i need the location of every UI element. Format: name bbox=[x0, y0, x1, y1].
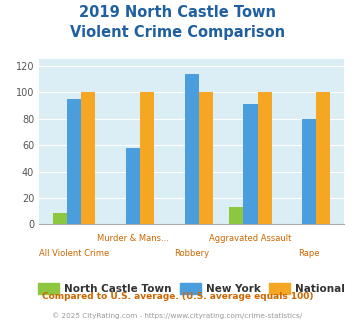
Legend: North Castle Town, New York, National: North Castle Town, New York, National bbox=[34, 279, 349, 298]
Bar bbox=[185, 74, 199, 224]
Text: Compared to U.S. average. (U.S. average equals 100): Compared to U.S. average. (U.S. average … bbox=[42, 292, 313, 301]
Bar bbox=[302, 119, 316, 224]
Text: All Violent Crime: All Violent Crime bbox=[39, 249, 109, 258]
Bar bbox=[316, 92, 331, 224]
Bar bbox=[67, 99, 81, 224]
Bar bbox=[140, 92, 154, 224]
Bar bbox=[81, 92, 95, 224]
Bar bbox=[244, 104, 258, 224]
Text: 2019 North Castle Town: 2019 North Castle Town bbox=[79, 5, 276, 20]
Text: Rape: Rape bbox=[299, 249, 320, 258]
Bar bbox=[229, 207, 244, 224]
Bar bbox=[258, 92, 272, 224]
Bar bbox=[53, 213, 67, 224]
Bar bbox=[199, 92, 213, 224]
Text: Aggravated Assault: Aggravated Assault bbox=[209, 234, 292, 243]
Text: © 2025 CityRating.com - https://www.cityrating.com/crime-statistics/: © 2025 CityRating.com - https://www.city… bbox=[53, 312, 302, 318]
Text: Violent Crime Comparison: Violent Crime Comparison bbox=[70, 25, 285, 40]
Bar bbox=[126, 148, 140, 224]
Text: Robbery: Robbery bbox=[174, 249, 209, 258]
Text: Murder & Mans...: Murder & Mans... bbox=[97, 234, 169, 243]
